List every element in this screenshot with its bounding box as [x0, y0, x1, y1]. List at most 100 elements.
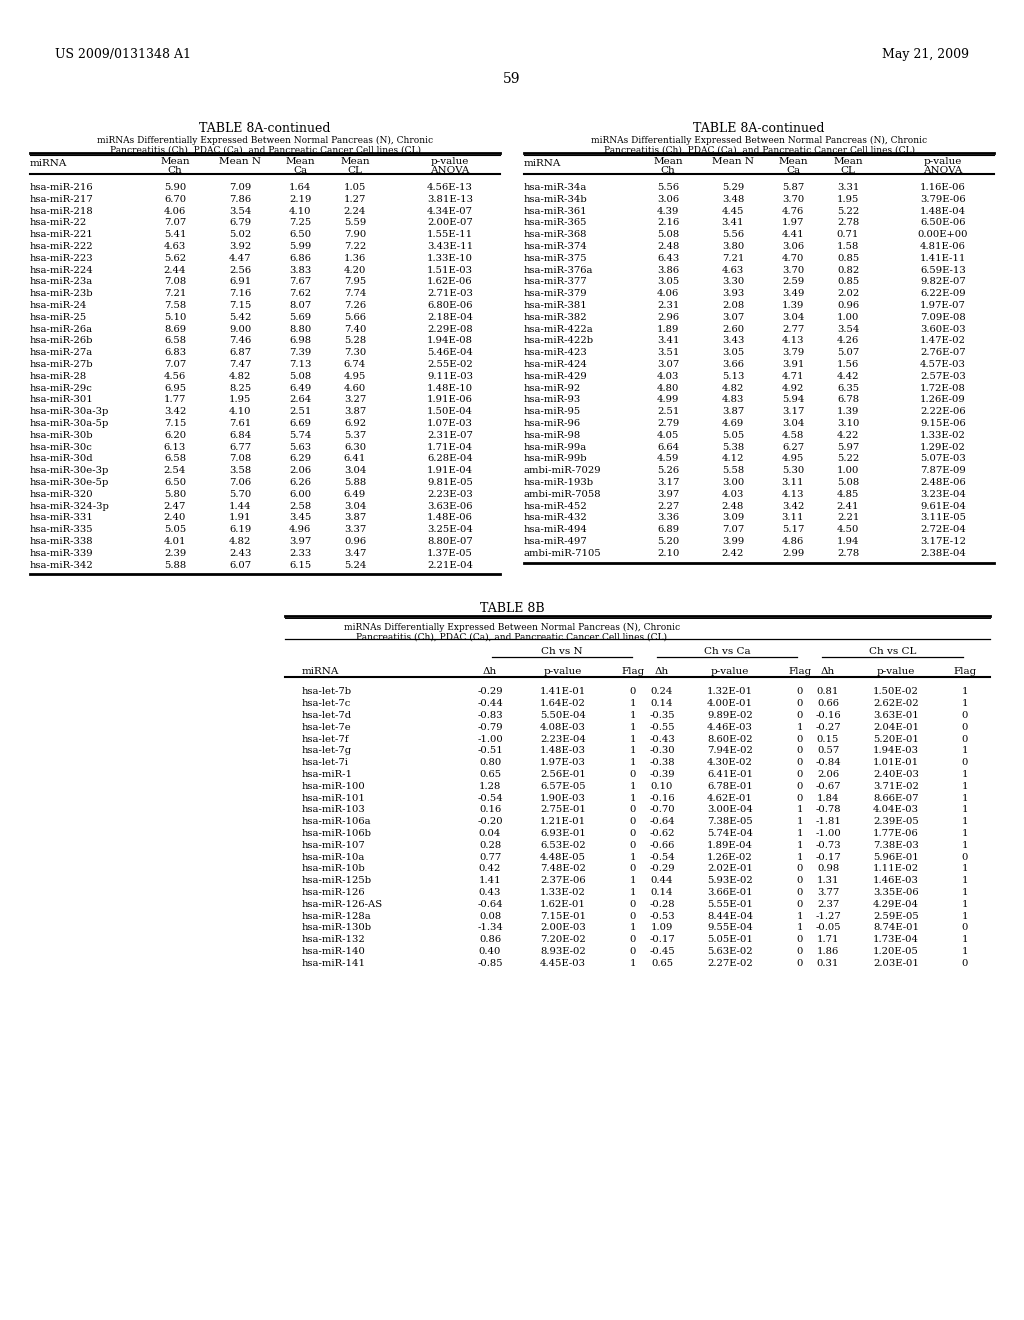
Text: 4.57E-03: 4.57E-03 [920, 360, 966, 370]
Text: 1: 1 [962, 946, 969, 956]
Text: 5.88: 5.88 [164, 561, 186, 570]
Text: 6.50: 6.50 [289, 230, 311, 239]
Text: 1.27: 1.27 [344, 195, 367, 203]
Text: 0.71: 0.71 [837, 230, 859, 239]
Text: hsa-miR-132: hsa-miR-132 [302, 935, 366, 944]
Text: 2.55E-02: 2.55E-02 [427, 360, 473, 370]
Text: 2.23E-03: 2.23E-03 [427, 490, 473, 499]
Text: 6.22E-09: 6.22E-09 [921, 289, 966, 298]
Text: 4.22: 4.22 [837, 430, 859, 440]
Text: 3.41: 3.41 [656, 337, 679, 346]
Text: 1: 1 [630, 876, 636, 886]
Text: 3.35E-06: 3.35E-06 [873, 888, 919, 898]
Text: hsa-miR-34b: hsa-miR-34b [524, 195, 588, 203]
Text: 7.09: 7.09 [229, 183, 251, 191]
Text: 4.82: 4.82 [722, 384, 744, 392]
Text: -0.44: -0.44 [477, 700, 503, 709]
Text: 4.63: 4.63 [722, 265, 744, 275]
Text: 2.37E-06: 2.37E-06 [541, 876, 586, 886]
Text: hsa-miR-107: hsa-miR-107 [302, 841, 366, 850]
Text: 1.41E-01: 1.41E-01 [540, 688, 586, 697]
Text: Ca: Ca [293, 166, 307, 176]
Text: hsa-miR-27a: hsa-miR-27a [30, 348, 93, 358]
Text: 4.63: 4.63 [164, 242, 186, 251]
Text: 4.60: 4.60 [344, 384, 367, 392]
Text: 0.57: 0.57 [817, 746, 839, 755]
Text: 1.33E-10: 1.33E-10 [427, 253, 473, 263]
Text: 3.79E-06: 3.79E-06 [921, 195, 966, 203]
Text: Pancreatitis (Ch), PDAC (Ca), and Pancreatic Cancer Cell lines (CL): Pancreatitis (Ch), PDAC (Ca), and Pancre… [356, 632, 668, 642]
Text: -0.64: -0.64 [649, 817, 675, 826]
Text: 4.76: 4.76 [782, 207, 804, 215]
Text: 6.92: 6.92 [344, 418, 366, 428]
Text: 6.58: 6.58 [164, 337, 186, 346]
Text: CL: CL [841, 166, 855, 176]
Text: hsa-miR-376a: hsa-miR-376a [524, 265, 594, 275]
Text: 4.26: 4.26 [837, 337, 859, 346]
Text: 1: 1 [797, 912, 803, 920]
Text: 5.41: 5.41 [164, 230, 186, 239]
Text: -0.30: -0.30 [649, 746, 675, 755]
Text: 5.59: 5.59 [344, 218, 367, 227]
Text: hsa-miR-101: hsa-miR-101 [302, 793, 366, 803]
Text: hsa-miR-106b: hsa-miR-106b [302, 829, 372, 838]
Text: 2.51: 2.51 [656, 407, 679, 416]
Text: 0.98: 0.98 [817, 865, 839, 874]
Text: 9.82E-07: 9.82E-07 [921, 277, 966, 286]
Text: 3.58: 3.58 [229, 466, 251, 475]
Text: 2.37: 2.37 [817, 900, 839, 908]
Text: 1.51E-03: 1.51E-03 [427, 265, 473, 275]
Text: hsa-miR-216: hsa-miR-216 [30, 183, 93, 191]
Text: 4.48E-05: 4.48E-05 [540, 853, 586, 862]
Text: 7.74: 7.74 [344, 289, 367, 298]
Text: hsa-miR-423: hsa-miR-423 [524, 348, 588, 358]
Text: 3.60E-03: 3.60E-03 [921, 325, 966, 334]
Text: 1: 1 [962, 935, 969, 944]
Text: 7.07: 7.07 [164, 360, 186, 370]
Text: 1.31: 1.31 [817, 876, 840, 886]
Text: 7.58: 7.58 [164, 301, 186, 310]
Text: US 2009/0131348 A1: US 2009/0131348 A1 [55, 48, 191, 61]
Text: 7.16: 7.16 [229, 289, 251, 298]
Text: 2.44: 2.44 [164, 265, 186, 275]
Text: 5.22: 5.22 [837, 454, 859, 463]
Text: 2.06: 2.06 [817, 770, 839, 779]
Text: 4.69: 4.69 [722, 418, 744, 428]
Text: 5.20: 5.20 [656, 537, 679, 546]
Text: 3.77: 3.77 [817, 888, 839, 898]
Text: 1: 1 [630, 723, 636, 731]
Text: 7.08: 7.08 [164, 277, 186, 286]
Text: 6.78: 6.78 [837, 396, 859, 404]
Text: 5.05E-01: 5.05E-01 [707, 935, 753, 944]
Text: 3.54: 3.54 [228, 207, 251, 215]
Text: 6.86: 6.86 [289, 253, 311, 263]
Text: 0.81: 0.81 [817, 688, 840, 697]
Text: Pancreatitis (Ch), PDAC (Ca), and Pancreatic Cancer Cell lines (CL): Pancreatitis (Ch), PDAC (Ca), and Pancre… [603, 147, 914, 154]
Text: 6.79: 6.79 [229, 218, 251, 227]
Text: 2.75E-01: 2.75E-01 [540, 805, 586, 814]
Text: -0.38: -0.38 [649, 758, 675, 767]
Text: 6.19: 6.19 [229, 525, 251, 535]
Text: TABLE 8A-continued: TABLE 8A-continued [200, 121, 331, 135]
Text: 1.77: 1.77 [164, 396, 186, 404]
Text: 1.07E-03: 1.07E-03 [427, 418, 473, 428]
Text: 6.89: 6.89 [657, 525, 679, 535]
Text: 1: 1 [630, 781, 636, 791]
Text: 1: 1 [962, 688, 969, 697]
Text: 0: 0 [962, 758, 968, 767]
Text: 3.06: 3.06 [657, 195, 679, 203]
Text: 6.70: 6.70 [164, 195, 186, 203]
Text: 2.62E-02: 2.62E-02 [873, 700, 919, 709]
Text: 4.34E-07: 4.34E-07 [427, 207, 473, 215]
Text: 4.58: 4.58 [781, 430, 804, 440]
Text: miRNA: miRNA [302, 668, 339, 676]
Text: 7.20E-02: 7.20E-02 [540, 935, 586, 944]
Text: 4.10: 4.10 [289, 207, 311, 215]
Text: 3.91: 3.91 [781, 360, 804, 370]
Text: hsa-miR-335: hsa-miR-335 [30, 525, 93, 535]
Text: 7.47: 7.47 [228, 360, 251, 370]
Text: -0.05: -0.05 [815, 924, 841, 932]
Text: 6.50: 6.50 [164, 478, 186, 487]
Text: 4.70: 4.70 [781, 253, 804, 263]
Text: 4.06: 4.06 [164, 207, 186, 215]
